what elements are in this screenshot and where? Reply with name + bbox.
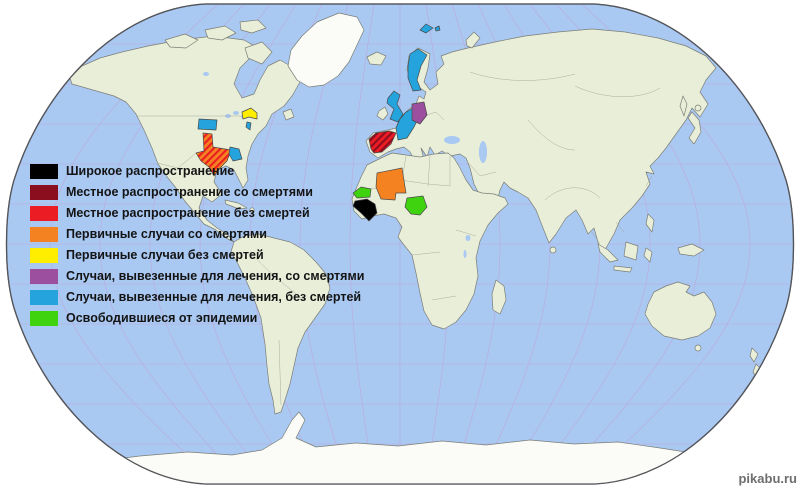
legend-item-label: Освободившиеся от эпидемии [66,311,258,326]
legend-color-swatch [30,248,58,263]
lakes [203,72,487,258]
map-frame [5,3,795,485]
colored-regions [195,23,441,222]
legend-color-swatch [30,290,58,305]
region-texas [195,132,232,177]
legend-item: Первичные случаи со смертями [30,224,364,245]
region-new-jersey [245,121,252,131]
region-georgia-us [228,146,243,162]
region-senegal [352,186,372,199]
region-mali [375,167,407,201]
legend-item-label: Местное распространение со смертями [66,185,313,200]
legend-color-swatch [30,206,58,221]
legend-color-swatch [30,185,58,200]
region-nigeria [404,195,428,216]
legend-color-swatch [30,311,58,326]
region-germany [411,101,428,125]
continent-australia [644,281,717,341]
legend: Широкое распространение Местное распрост… [30,161,364,329]
legend-item: Случаи, вывезенные для лечения, со смерт… [30,266,364,287]
legend-item: Случаи, вывезенные для лечения, без смер… [30,287,364,308]
legend-item: Освободившиеся от эпидемии [30,308,364,329]
legend-item: Первичные случаи без смертей [30,245,364,266]
legend-item: Широкое распространение [30,161,364,182]
legend-color-swatch [30,227,58,242]
legend-item: Местное распространение со смертями [30,182,364,203]
continent-north-america [69,35,301,243]
region-guinea-sierraleone-liberia [352,198,378,222]
continent-eurasia [365,28,717,253]
region-norway [407,48,428,92]
region-new-york [241,107,258,120]
legend-item: Местное распространение без смертей [30,203,364,224]
region-spain [368,130,397,154]
legend-color-swatch [30,164,58,179]
legend-item-label: Широкое распространение [66,164,235,179]
legend-item-label: Первичные случаи без смертей [66,248,264,263]
continents [39,12,763,484]
continent-south-america [230,233,331,415]
legend-item-label: Случаи, вывезенные для лечения, со смерт… [66,269,365,284]
region-kansas [197,118,218,131]
region-svalbard [419,23,441,34]
legend-item-label: Первичные случаи со смертями [66,227,267,242]
greenland [287,12,365,88]
watermark-pikabu: pikabu.ru [738,471,797,486]
legend-item-label: Местное распространение без смертей [66,206,310,221]
legend-item-label: Случаи, вывезенные для лечения, без смер… [66,290,362,305]
legend-color-swatch [30,269,58,284]
